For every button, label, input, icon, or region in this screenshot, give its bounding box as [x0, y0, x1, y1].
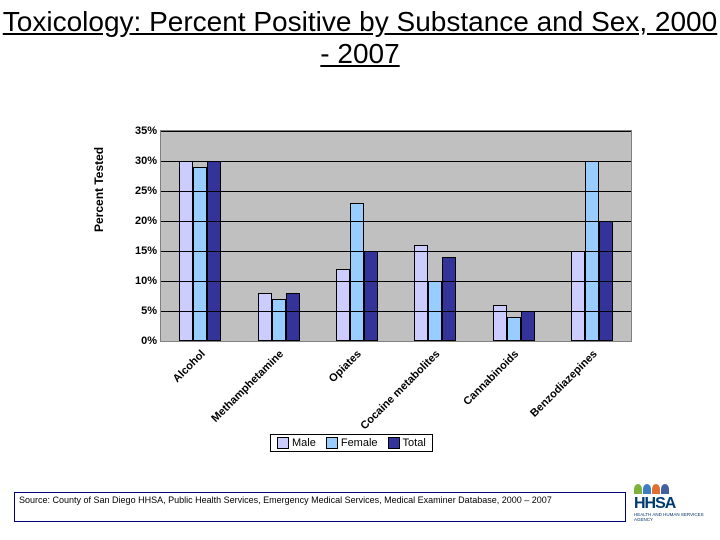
y-tick-label: 15%	[135, 245, 157, 257]
bar	[286, 293, 300, 341]
bar	[336, 269, 350, 341]
slide: Toxicology: Percent Positive by Substanc…	[0, 0, 720, 540]
gridline	[161, 281, 631, 282]
x-tick-label: Benzodiazepines	[528, 348, 600, 420]
bar	[521, 311, 535, 341]
legend-label: Female	[341, 437, 378, 449]
chart-plot-area: 0%5%10%15%20%25%30%35%	[160, 130, 632, 342]
legend-swatch	[326, 437, 338, 449]
bar	[258, 293, 272, 341]
logo-text-big: HHSA	[634, 495, 710, 513]
y-tick-label: 10%	[135, 275, 157, 287]
x-tick-label: Cannabinoids	[461, 348, 521, 408]
bar	[272, 299, 286, 341]
legend-label: Total	[403, 437, 426, 449]
x-tick-label: Methamphetamine	[209, 348, 286, 425]
bar	[350, 203, 364, 341]
logo-person-icon	[643, 484, 651, 494]
logo-text-small: HEALTH AND HUMAN SERVICES AGENCY	[634, 513, 710, 522]
y-tick-label: 25%	[135, 185, 157, 197]
gridline	[161, 191, 631, 192]
x-tick-label: Cocaine metabolites	[359, 348, 443, 432]
chart-x-labels: AlcoholMethamphetamine OpiatesCocaine met…	[160, 344, 630, 430]
legend-swatch	[277, 437, 289, 449]
gridline	[161, 221, 631, 222]
chart-bars	[161, 131, 631, 341]
logo-person-icon	[652, 484, 660, 494]
y-tick-label: 5%	[141, 305, 157, 317]
legend-item: Female	[326, 437, 378, 449]
x-tick-label: Alcohol	[171, 348, 208, 385]
gridline	[161, 161, 631, 162]
y-tick-label: 0%	[141, 335, 157, 347]
y-tick-label: 30%	[135, 155, 157, 167]
legend-swatch	[388, 437, 400, 449]
logo-people-icon	[634, 484, 710, 494]
bar	[414, 245, 428, 341]
gridline	[161, 311, 631, 312]
chart-legend: Male Female Total	[270, 434, 433, 452]
y-tick-label: 20%	[135, 215, 157, 227]
y-axis-label: Percent Tested	[92, 147, 106, 232]
hhsa-logo: HHSA HEALTH AND HUMAN SERVICES AGENCY	[634, 484, 710, 524]
bar	[507, 317, 521, 341]
y-tick-label: 35%	[135, 125, 157, 137]
legend-item: Male	[277, 437, 316, 449]
source-citation: Source: County of San Diego HHSA, Public…	[14, 492, 626, 522]
bar	[364, 251, 378, 341]
legend-item: Total	[388, 437, 426, 449]
bar	[442, 257, 456, 341]
gridline	[161, 251, 631, 252]
logo-person-icon	[634, 484, 642, 494]
legend-label: Male	[292, 437, 316, 449]
logo-person-icon	[661, 484, 669, 494]
bar	[193, 167, 207, 341]
page-title: Toxicology: Percent Positive by Substanc…	[0, 6, 720, 70]
gridline	[161, 131, 631, 132]
bar	[571, 251, 585, 341]
x-tick-label: Opiates	[327, 348, 364, 385]
